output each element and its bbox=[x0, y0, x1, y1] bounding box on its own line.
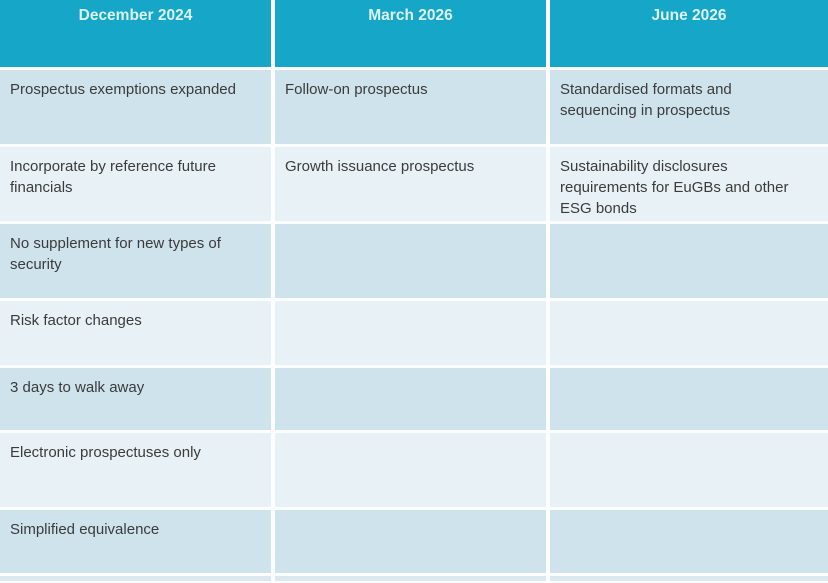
table-cell bbox=[550, 224, 828, 298]
bottom-strip bbox=[550, 576, 828, 581]
table-cell: Growth issuance prospectus bbox=[275, 147, 546, 221]
header-cell-march-2026: March 2026 bbox=[275, 0, 546, 67]
table-cell: 3 days to walk away bbox=[0, 368, 271, 430]
table-cell bbox=[550, 433, 828, 507]
table-cell bbox=[275, 224, 546, 298]
table-cell bbox=[275, 301, 546, 365]
table-cell: Standardised formats and sequencing in p… bbox=[550, 70, 828, 144]
table-cell bbox=[550, 368, 828, 430]
table-cell: Incorporate by reference future financia… bbox=[0, 147, 271, 221]
table-cell: Prospectus exemptions expanded bbox=[0, 70, 271, 144]
table-cell bbox=[550, 510, 828, 573]
header-cell-june-2026: June 2026 bbox=[550, 0, 828, 67]
bottom-strip bbox=[275, 576, 546, 581]
table-cell: Simplified equivalence bbox=[0, 510, 271, 573]
bottom-strip bbox=[0, 576, 271, 581]
header-cell-december-2024: December 2024 bbox=[0, 0, 271, 67]
table-cell: Electronic prospectuses only bbox=[0, 433, 271, 507]
table-cell bbox=[275, 368, 546, 430]
table-cell bbox=[275, 433, 546, 507]
table-cell: Sustainability disclosures requirements … bbox=[550, 147, 828, 221]
table-cell: Risk factor changes bbox=[0, 301, 271, 365]
table-cell bbox=[275, 510, 546, 573]
table-cell: Follow-on prospectus bbox=[275, 70, 546, 144]
table-cell: No supplement for new types of security bbox=[0, 224, 271, 298]
table-cell bbox=[550, 301, 828, 365]
